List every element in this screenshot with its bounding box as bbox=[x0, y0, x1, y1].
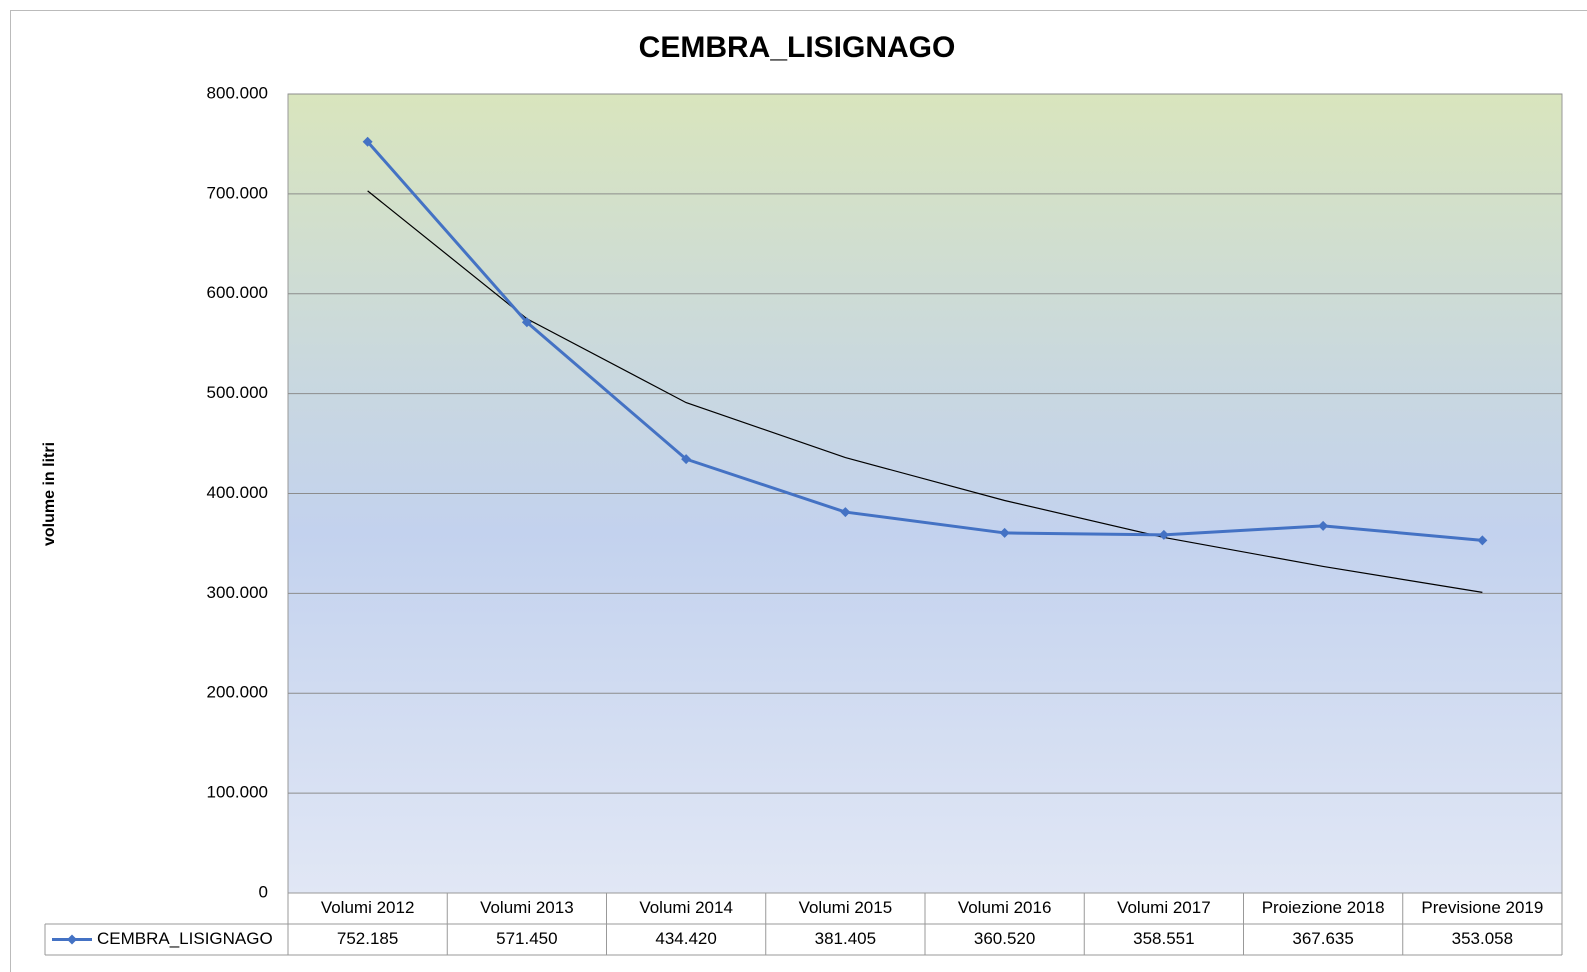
x-tick-label: Volumi 2013 bbox=[480, 898, 574, 917]
data-label: 381.405 bbox=[815, 929, 876, 948]
y-tick-label: 600.000 bbox=[207, 283, 268, 302]
x-tick-label: Volumi 2017 bbox=[1117, 898, 1211, 917]
y-tick-label: 0 bbox=[259, 882, 268, 901]
y-tick-label: 700.000 bbox=[207, 183, 268, 202]
series-line bbox=[366, 140, 1483, 542]
data-label: 571.450 bbox=[496, 929, 557, 948]
x-tick-label: Volumi 2012 bbox=[321, 898, 415, 917]
data-label: 353.058 bbox=[1452, 929, 1513, 948]
marker bbox=[840, 507, 851, 518]
y-tick-label: 300.000 bbox=[207, 583, 268, 602]
data-label: 752.185 bbox=[337, 929, 398, 948]
marker bbox=[521, 317, 532, 328]
y-tick-label: 100.000 bbox=[207, 783, 268, 802]
marker bbox=[362, 136, 373, 147]
y-tick-label: 500.000 bbox=[207, 383, 268, 402]
legend-label: CEMBRA_LISIGNAGO bbox=[97, 929, 273, 948]
marker bbox=[1318, 520, 1329, 531]
data-label: 367.635 bbox=[1292, 929, 1353, 948]
legend-marker bbox=[67, 934, 77, 945]
x-tick-label: Volumi 2015 bbox=[799, 898, 893, 917]
marker bbox=[1477, 535, 1488, 546]
marker bbox=[1158, 529, 1169, 540]
chart-title: CEMBRA_LISIGNAGO bbox=[639, 31, 956, 64]
x-tick-label: Volumi 2016 bbox=[958, 898, 1052, 917]
y-tick-label: 400.000 bbox=[207, 483, 268, 502]
y-axis-label: volume in litri bbox=[41, 442, 58, 546]
trendline bbox=[367, 190, 1483, 593]
x-tick-label: Proiezione 2018 bbox=[1262, 898, 1385, 917]
x-tick-label: Previsione 2019 bbox=[1421, 898, 1543, 917]
data-label: 358.551 bbox=[1133, 929, 1194, 948]
data-label: 434.420 bbox=[655, 929, 716, 948]
marker bbox=[681, 454, 692, 465]
marker bbox=[999, 527, 1010, 538]
x-tick-label: Volumi 2014 bbox=[639, 898, 733, 917]
y-tick-label: 200.000 bbox=[207, 683, 268, 702]
y-tick-label: 800.000 bbox=[207, 83, 268, 102]
data-label: 360.520 bbox=[974, 929, 1035, 948]
